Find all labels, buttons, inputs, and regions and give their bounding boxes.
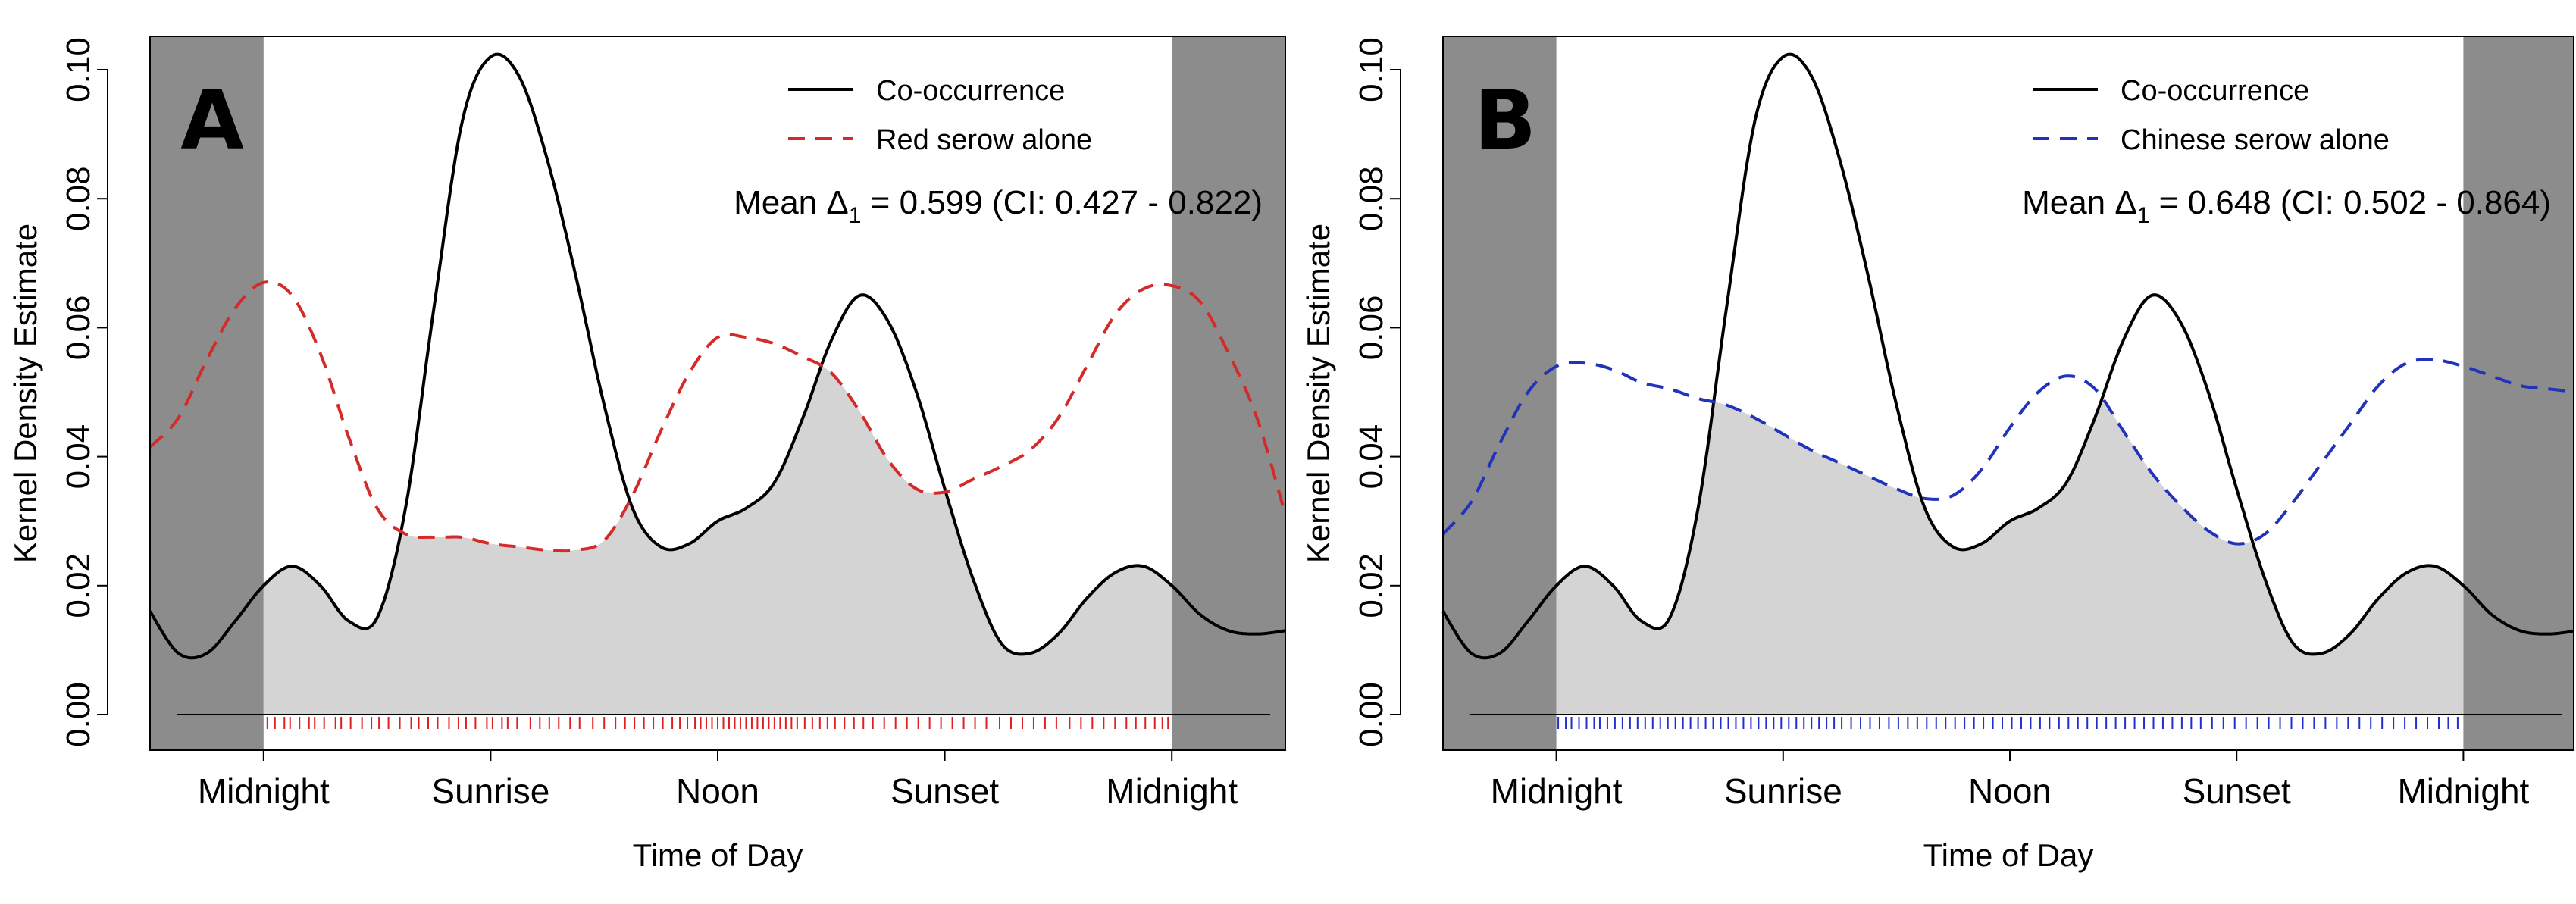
x-tick-label: Midnight [2397, 771, 2529, 811]
x-tick-label: Noon [1968, 771, 2052, 811]
panel-b: 0.00 0.02 0.04 0.06 0.08 0.10 Kernel Density E… [1301, 36, 2574, 873]
y-tick-label: 0.02 [60, 553, 97, 618]
y-axis-label: Kernel Density Estimate [1301, 224, 1336, 563]
panel-letter: B [1474, 74, 1536, 168]
night-shading-right [2463, 36, 2574, 750]
x-axis: Midnight Sunrise Noon Sunset Midnight [198, 750, 1238, 811]
series-line-0 [149, 52, 1286, 660]
overlap-area [263, 365, 1172, 715]
y-tick-label: 0.10 [1353, 37, 1390, 102]
legend-label: Chinese serow alone [2121, 124, 2390, 156]
y-tick-label: 0.06 [1353, 296, 1390, 361]
series-line-0 [1441, 52, 2574, 660]
overlap-annotation: Mean Δ1 = 0.599 (CI: 0.427 - 0.822) [734, 184, 1263, 228]
legend-label: Co-occurrence [876, 75, 1065, 107]
legend-label: Co-occurrence [2121, 75, 2309, 107]
overlap-area [1556, 399, 2464, 715]
y-tick-label: 0.00 [60, 682, 97, 747]
annotation-subscript: 1 [849, 203, 862, 228]
y-tick-label: 0.04 [1353, 424, 1390, 490]
x-tick-label: Midnight [1491, 771, 1623, 811]
legend: Co-occurrence Chinese serow alone [2033, 75, 2390, 156]
night-shading-left [1443, 36, 1557, 750]
x-tick-label: Sunset [890, 771, 999, 811]
annotation-suffix: = 0.648 (CI: 0.502 - 0.864) [2149, 184, 2551, 221]
y-tick-label: 0.08 [1353, 166, 1390, 231]
y-axis-label: Kernel Density Estimate [8, 224, 43, 563]
y-tick-label: 0.04 [60, 424, 97, 490]
annotation-subscript: 1 [2137, 203, 2150, 228]
x-tick-label: Sunrise [431, 771, 549, 811]
overlap-annotation: Mean Δ1 = 0.648 (CI: 0.502 - 0.864) [2022, 184, 2551, 228]
x-axis: Midnight Sunrise Noon Sunset Midnight [1491, 750, 2530, 811]
y-tick-label: 0.10 [60, 37, 97, 102]
series-line-1 [1441, 358, 2574, 546]
series-line-1 [149, 280, 1287, 553]
x-tick-label: Sunset [2183, 771, 2291, 811]
y-tick-label: 0.08 [60, 166, 97, 231]
x-axis-label: Time of Day [633, 837, 803, 873]
rug-ticks [1557, 717, 2459, 729]
x-tick-label: Midnight [1106, 771, 1238, 811]
annotation-prefix: Mean Δ [734, 184, 849, 221]
y-axis: 0.00 0.02 0.04 0.06 0.08 0.10 [60, 37, 108, 747]
x-tick-label: Sunrise [1724, 771, 1842, 811]
annotation-prefix: Mean Δ [2022, 184, 2137, 221]
night-shading-right [1172, 36, 1285, 750]
annotation-suffix: = 0.599 (CI: 0.427 - 0.822) [861, 184, 1263, 221]
x-tick-label: Midnight [198, 771, 330, 811]
rug-ticks [266, 717, 1169, 729]
panel-a: 0.00 0.02 0.04 0.06 0.08 0.10 Kernel Density E… [8, 36, 1287, 873]
legend-label: Red serow alone [876, 124, 1092, 156]
y-axis: 0.00 0.02 0.04 0.06 0.08 0.10 [1353, 37, 1401, 747]
plot-border [1442, 36, 2574, 751]
y-tick-label: 0.02 [1353, 553, 1390, 618]
night-shading-left [150, 36, 264, 750]
panel-letter: A [180, 74, 244, 168]
x-axis-label: Time of Day [1923, 837, 2094, 873]
legend: Co-occurrence Red serow alone [788, 75, 1092, 156]
y-tick-label: 0.00 [1353, 682, 1390, 747]
x-tick-label: Noon [676, 771, 759, 811]
y-tick-label: 0.06 [60, 296, 97, 361]
